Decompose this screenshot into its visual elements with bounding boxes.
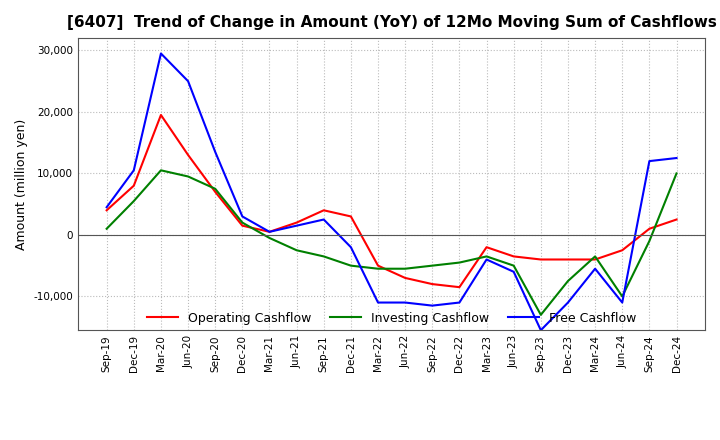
Line: Free Cashflow: Free Cashflow xyxy=(107,54,677,330)
Free Cashflow xyxy=(211,149,220,154)
Investing Cashflow xyxy=(320,254,328,259)
Investing Cashflow xyxy=(238,220,247,225)
Operating Cashflow xyxy=(211,189,220,194)
Free Cashflow xyxy=(374,300,382,305)
Operating Cashflow xyxy=(509,254,518,259)
Operating Cashflow xyxy=(157,112,166,117)
Legend: Operating Cashflow, Investing Cashflow, Free Cashflow: Operating Cashflow, Investing Cashflow, … xyxy=(142,307,642,330)
Free Cashflow xyxy=(645,158,654,164)
Free Cashflow xyxy=(130,168,138,173)
Free Cashflow xyxy=(157,51,166,56)
Title: [6407]  Trend of Change in Amount (YoY) of 12Mo Moving Sum of Cashflows: [6407] Trend of Change in Amount (YoY) o… xyxy=(67,15,716,30)
Operating Cashflow xyxy=(346,214,355,219)
Operating Cashflow xyxy=(238,223,247,228)
Operating Cashflow xyxy=(618,248,626,253)
Free Cashflow xyxy=(509,269,518,275)
Line: Investing Cashflow: Investing Cashflow xyxy=(107,170,677,315)
Investing Cashflow xyxy=(509,263,518,268)
Investing Cashflow xyxy=(130,198,138,204)
Investing Cashflow xyxy=(102,226,111,231)
Y-axis label: Amount (million yen): Amount (million yen) xyxy=(15,118,28,250)
Operating Cashflow xyxy=(564,257,572,262)
Operating Cashflow xyxy=(102,208,111,213)
Operating Cashflow xyxy=(130,183,138,188)
Operating Cashflow xyxy=(591,257,600,262)
Free Cashflow xyxy=(184,78,192,84)
Operating Cashflow xyxy=(401,275,410,281)
Operating Cashflow xyxy=(184,152,192,158)
Free Cashflow xyxy=(346,245,355,250)
Operating Cashflow xyxy=(320,208,328,213)
Investing Cashflow xyxy=(564,279,572,284)
Free Cashflow xyxy=(238,214,247,219)
Investing Cashflow xyxy=(184,174,192,179)
Investing Cashflow xyxy=(618,294,626,299)
Investing Cashflow xyxy=(536,312,545,318)
Operating Cashflow xyxy=(482,245,491,250)
Free Cashflow xyxy=(102,205,111,210)
Investing Cashflow xyxy=(645,238,654,244)
Free Cashflow xyxy=(428,303,436,308)
Operating Cashflow xyxy=(672,217,681,222)
Investing Cashflow xyxy=(591,254,600,259)
Free Cashflow xyxy=(672,155,681,161)
Free Cashflow xyxy=(564,300,572,305)
Investing Cashflow xyxy=(482,254,491,259)
Investing Cashflow xyxy=(292,248,301,253)
Investing Cashflow xyxy=(672,171,681,176)
Free Cashflow xyxy=(482,257,491,262)
Operating Cashflow xyxy=(536,257,545,262)
Free Cashflow xyxy=(320,217,328,222)
Investing Cashflow xyxy=(401,266,410,271)
Free Cashflow xyxy=(455,300,464,305)
Investing Cashflow xyxy=(265,235,274,241)
Operating Cashflow xyxy=(645,226,654,231)
Operating Cashflow xyxy=(292,220,301,225)
Investing Cashflow xyxy=(211,186,220,191)
Operating Cashflow xyxy=(428,282,436,287)
Operating Cashflow xyxy=(455,285,464,290)
Free Cashflow xyxy=(265,229,274,235)
Operating Cashflow xyxy=(265,229,274,235)
Investing Cashflow xyxy=(157,168,166,173)
Free Cashflow xyxy=(292,223,301,228)
Free Cashflow xyxy=(591,266,600,271)
Line: Operating Cashflow: Operating Cashflow xyxy=(107,115,677,287)
Investing Cashflow xyxy=(346,263,355,268)
Free Cashflow xyxy=(401,300,410,305)
Operating Cashflow xyxy=(374,263,382,268)
Investing Cashflow xyxy=(428,263,436,268)
Free Cashflow xyxy=(618,300,626,305)
Investing Cashflow xyxy=(455,260,464,265)
Investing Cashflow xyxy=(374,266,382,271)
Free Cashflow xyxy=(536,327,545,333)
